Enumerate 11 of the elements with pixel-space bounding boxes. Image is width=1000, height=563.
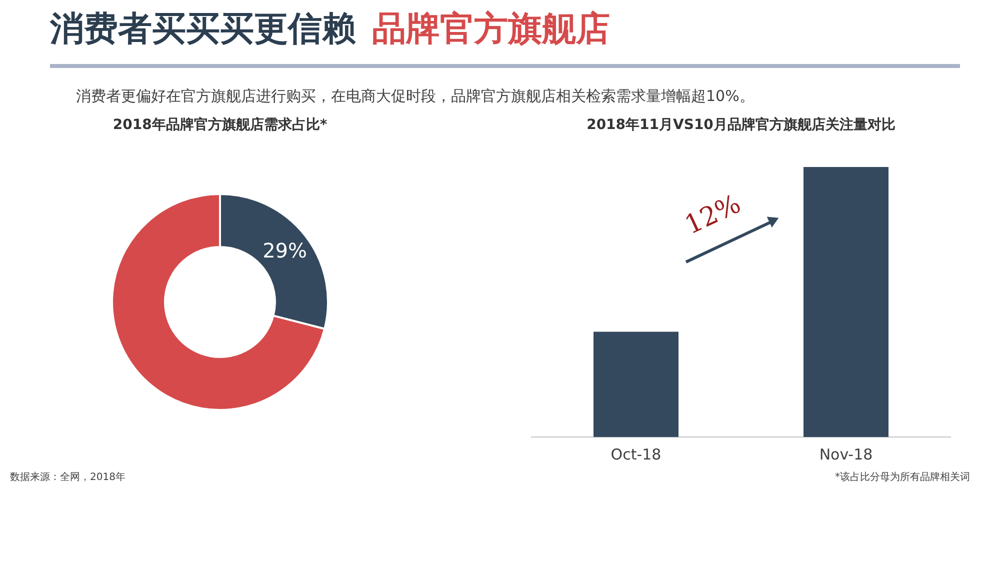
data-label: 29% [262,238,308,263]
chart-title: 2018年品牌官方旗舰店需求占比* [112,116,328,133]
x-tick-label: Oct-18 [610,446,662,464]
text: 消费者买买买更信赖 品牌官方旗舰店 [49,9,610,49]
text: 消费者更偏好在官方旗舰店进行购买，在电商大促时段，品牌官方旗舰店相关检索需求量增幅超10%。 [76,87,754,105]
x-tick-label: Nov-18 [819,446,873,464]
chart-title: 2018年11月VS10月品牌官方旗舰店关注量对比 [586,116,896,133]
text: *该占比分母为所有品牌相关词 [835,471,970,483]
annotation: 12% [680,189,746,241]
source-note: 数据来源：全网，2018年 [10,471,126,483]
donut-slice [111,193,326,411]
